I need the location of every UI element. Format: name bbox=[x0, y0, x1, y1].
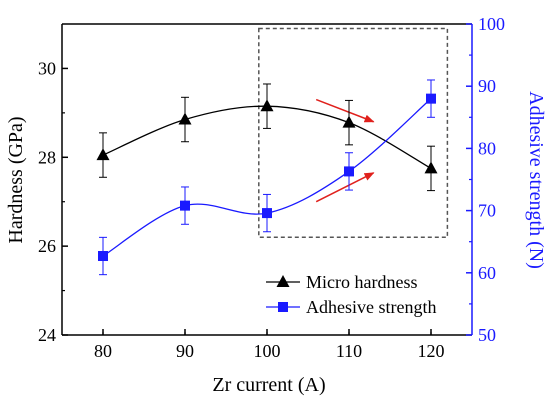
triangle-marker bbox=[96, 148, 110, 161]
y-right-tick-label: 70 bbox=[478, 201, 496, 221]
y-left-tick-label: 24 bbox=[38, 325, 56, 345]
legend-item-adhesive-strength: Adhesive strength bbox=[266, 297, 436, 317]
y-left-tick-label: 26 bbox=[38, 236, 56, 256]
y-axis-left-label: Hardness (GPa) bbox=[5, 116, 27, 243]
y-left-tick-label: 30 bbox=[38, 58, 56, 78]
legend-label: Micro hardness bbox=[306, 272, 417, 292]
square-marker bbox=[426, 93, 436, 104]
triangle-marker bbox=[276, 275, 290, 287]
y-right-tick-label: 80 bbox=[478, 138, 496, 158]
y-left-tick-label: 28 bbox=[38, 147, 56, 167]
y-right-tick-label: 60 bbox=[478, 263, 496, 283]
triangle-marker bbox=[424, 161, 438, 174]
triangle-marker bbox=[260, 99, 274, 112]
y-right-tick-label: 50 bbox=[478, 325, 496, 345]
square-marker bbox=[180, 200, 190, 211]
x-tick-label: 110 bbox=[336, 341, 362, 361]
annotations bbox=[258, 27, 449, 239]
x-tick-label: 120 bbox=[418, 341, 445, 361]
square-marker bbox=[344, 166, 354, 177]
y-right-tick-label: 90 bbox=[478, 76, 496, 96]
square-marker bbox=[278, 302, 288, 312]
y-axis-right-label: Adhesive strength (N) bbox=[525, 91, 547, 269]
triangle-marker bbox=[178, 112, 192, 125]
square-marker bbox=[262, 208, 272, 219]
series-adhesive-strength bbox=[98, 79, 436, 276]
triangle-marker bbox=[342, 115, 356, 128]
x-axis-label: Zr current (A) bbox=[212, 374, 325, 396]
red-arrow-2 bbox=[315, 172, 375, 203]
series-layer bbox=[96, 79, 438, 276]
x-tick-label: 90 bbox=[176, 341, 194, 361]
legend-item-micro-hardness: Micro hardness bbox=[266, 272, 417, 292]
x-tick-label: 80 bbox=[94, 341, 112, 361]
y-right-tick-label: 100 bbox=[478, 14, 505, 34]
x-axis: 80 90 100 110 120 bbox=[94, 329, 445, 361]
legend-label: Adhesive strength bbox=[306, 297, 436, 317]
y-axis-right: 50 60 70 80 90 100 bbox=[466, 14, 505, 345]
series-micro-hardness bbox=[96, 83, 438, 192]
y-axis-left: 24 26 28 30 bbox=[38, 58, 68, 345]
legend: Micro hardness Adhesive strength bbox=[266, 272, 436, 317]
dashed-highlight-box bbox=[258, 27, 449, 239]
red-arrow-1 bbox=[315, 98, 375, 123]
square-marker bbox=[98, 251, 108, 262]
x-tick-label: 100 bbox=[254, 341, 281, 361]
